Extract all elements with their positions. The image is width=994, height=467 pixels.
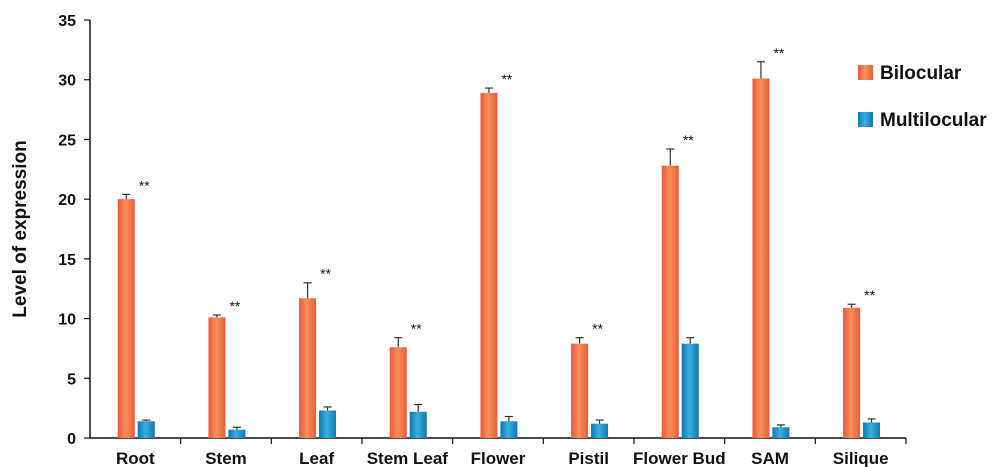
y-tick-label-15: 15 xyxy=(58,252,76,269)
x-tick-label-8: Silique xyxy=(833,449,889,467)
x-tick-label-0: Root xyxy=(116,449,155,467)
bar-multilocular-1 xyxy=(228,429,246,438)
legend-label-multilocular: Multilocular xyxy=(880,110,987,131)
bar-multilocular-8 xyxy=(863,422,881,438)
significance-label-2: ** xyxy=(320,266,331,282)
significance-label-8: ** xyxy=(864,287,875,303)
bar-bilocular-0 xyxy=(117,199,135,438)
x-tick-label-6: Flower Bud xyxy=(633,449,726,467)
significance-label-6: ** xyxy=(683,132,694,148)
significance-label-7: ** xyxy=(773,45,784,61)
significance-label-0: ** xyxy=(139,177,150,193)
labels: ** Root ** Stem ** Leaf ** Stem Leaf ** Flower ** P… xyxy=(116,45,889,467)
bar-bilocular-3 xyxy=(389,347,407,438)
bar-bilocular-8 xyxy=(843,307,861,438)
bar-multilocular-2 xyxy=(319,410,337,438)
significance-label-3: ** xyxy=(411,321,422,337)
y-tick-label-35: 35 xyxy=(58,13,76,30)
legend-label-bilocular: Bilocular xyxy=(880,63,962,84)
bar-bilocular-5 xyxy=(571,343,589,438)
bar-bilocular-6 xyxy=(661,165,679,438)
bars xyxy=(117,61,881,439)
y-axis-title: Level of expression xyxy=(10,140,31,317)
legend-swatch-multilocular xyxy=(858,112,873,127)
x-tick-label-7: SAM xyxy=(751,449,789,467)
legend-swatch-bilocular xyxy=(858,65,873,80)
bar-multilocular-4 xyxy=(500,421,518,438)
x-tick-label-3: Stem Leaf xyxy=(367,449,449,467)
bar-bilocular-2 xyxy=(299,298,317,438)
bar-bilocular-1 xyxy=(208,317,226,438)
y-tick-label-25: 25 xyxy=(58,132,76,149)
x-tick-label-1: Stem xyxy=(205,449,247,467)
significance-label-5: ** xyxy=(592,321,603,337)
x-tick-label-2: Leaf xyxy=(299,449,334,467)
bar-bilocular-4 xyxy=(480,92,498,438)
bar-bilocular-7 xyxy=(752,78,770,439)
y-tick-label-0: 0 xyxy=(67,431,76,448)
x-tick-label-5: Pistil xyxy=(568,449,609,467)
axes: 0 5 10 15 20 25 30 35 Level of expression xyxy=(10,13,907,448)
bar-multilocular-3 xyxy=(409,411,427,438)
y-tick-label-5: 5 xyxy=(67,371,76,388)
y-tick-label-10: 10 xyxy=(58,312,76,329)
legend: Bilocular Multilocular xyxy=(858,63,987,131)
bar-multilocular-5 xyxy=(591,423,609,438)
bar-multilocular-7 xyxy=(772,427,790,438)
y-tick-label-30: 30 xyxy=(58,73,76,90)
significance-label-4: ** xyxy=(501,71,512,87)
significance-label-1: ** xyxy=(229,298,240,314)
y-tick-label-20: 20 xyxy=(58,192,76,209)
x-tick-label-4: Flower xyxy=(471,449,526,467)
bar-multilocular-0 xyxy=(137,421,155,438)
bar-multilocular-6 xyxy=(681,343,699,438)
